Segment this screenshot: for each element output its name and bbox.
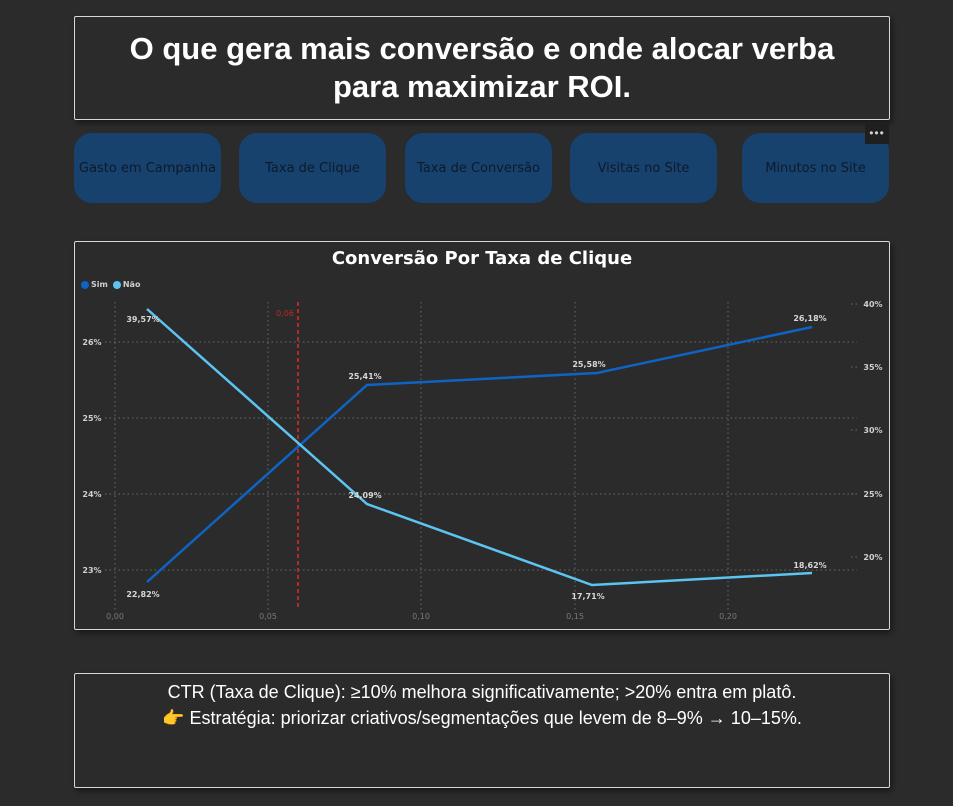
legend-dot-icon (81, 280, 89, 289)
y-right-tick: 20% (863, 553, 882, 562)
grid-lines (105, 302, 857, 610)
taxa-de-clique-button[interactable]: Taxa de Clique (239, 133, 386, 203)
legend-dot-icon (112, 280, 121, 289)
ellipsis-icon: ••• (869, 126, 885, 140)
button-label: Gasto em Campanha (78, 160, 217, 176)
y-left-tick: 24% (82, 490, 101, 499)
y-right-tick: 25% (863, 490, 882, 499)
more-options-button[interactable]: ••• (865, 122, 889, 144)
visitas-no-site-button[interactable]: Visitas no Site (570, 133, 717, 203)
reference-line-label: 0,06 (276, 309, 294, 318)
taxa-de-conversao-button[interactable]: Taxa de Conversão (405, 133, 552, 203)
data-label-nao: 24,09% (348, 491, 381, 500)
x-tick: 0,05 (259, 612, 277, 621)
button-label: Taxa de Conversão (417, 160, 540, 176)
series-line-nao (146, 308, 813, 587)
x-tick: 0,10 (412, 612, 430, 621)
y-left-tick: 23% (82, 566, 101, 575)
data-label-nao: 17,71% (571, 592, 604, 601)
legend-label: Não (122, 280, 141, 289)
data-label-sim: 26,18% (793, 314, 826, 323)
insight-line-1: CTR (Taxa de Clique): ≥10% melhora signi… (167, 682, 797, 702)
pointing-hand-icon: 👉 (162, 708, 185, 728)
data-label-sim: 22,82% (126, 590, 159, 599)
y-right-tick: 35% (863, 363, 882, 372)
insight-line-2: 👉 Estratégia: priorizar criativos/segmen… (75, 705, 889, 731)
data-label-sim: 25,41% (348, 372, 381, 381)
y-left-tick: 26% (82, 338, 101, 347)
series-line-sim (146, 325, 813, 583)
y-left-tick: 25% (82, 414, 101, 423)
legend-item-sim[interactable]: Sim (81, 280, 108, 289)
button-label: Minutos no Site (765, 160, 866, 176)
data-label-sim: 25,58% (572, 360, 605, 369)
data-label-nao: 39,57% (126, 315, 159, 324)
chart-legend: Sim Não (81, 280, 140, 289)
minutos-no-site-button[interactable]: Minutos no Site (742, 133, 889, 203)
line-chart-card: Conversão Por Taxa de Clique Sim Não (74, 241, 890, 630)
gasto-em-campanha-button[interactable]: Gasto em Campanha (74, 133, 221, 203)
page-title-card: O que gera mais conversão e onde alocar … (74, 16, 890, 120)
x-tick: 0,00 (106, 612, 124, 621)
insight-note-card: CTR (Taxa de Clique): ≥10% melhora signi… (74, 673, 890, 788)
legend-label: Sim (91, 280, 108, 289)
x-tick: 0,15 (566, 612, 584, 621)
y-right-tick: 40% (863, 300, 882, 309)
data-label-nao: 18,62% (793, 561, 826, 570)
button-label: Taxa de Clique (265, 160, 360, 176)
chart-title: Conversão Por Taxa de Clique (331, 248, 633, 269)
insight-strategy-text: Estratégia: priorizar criativos/segmenta… (189, 708, 802, 728)
page-title: O que gera mais conversão e onde alocar … (129, 31, 835, 104)
button-label: Visitas no Site (597, 160, 690, 176)
y-right-tick: 30% (863, 426, 882, 435)
x-tick: 0,20 (719, 612, 737, 621)
chart-plot-area: 0,06 26% 25% 24% 23% 40% 35% 30% 25% 20%… (82, 300, 882, 621)
legend-item-nao[interactable]: Não (112, 280, 141, 289)
